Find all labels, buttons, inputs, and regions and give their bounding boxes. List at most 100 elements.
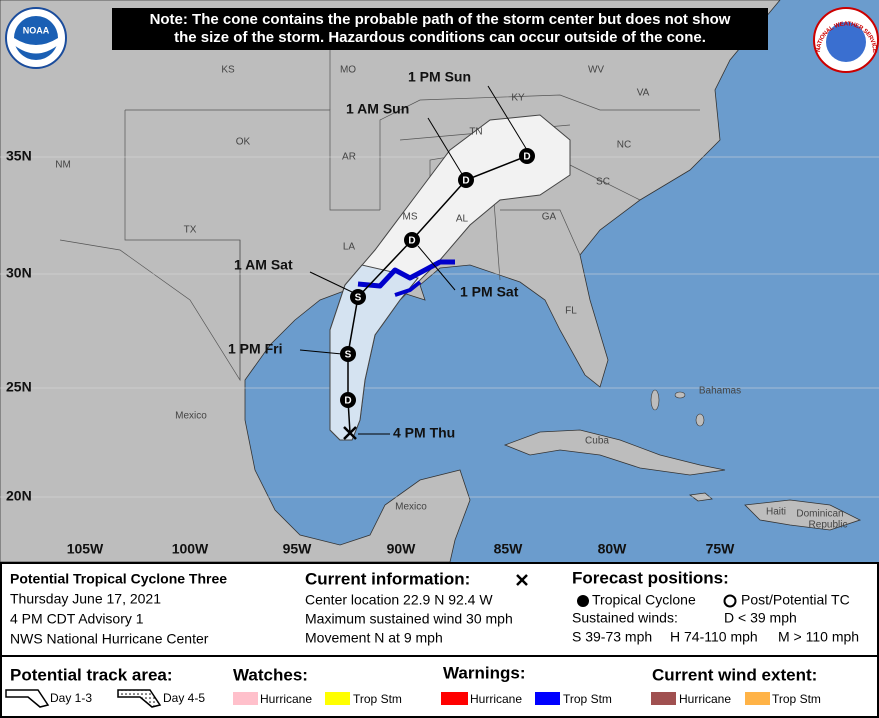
place: GA xyxy=(542,212,557,223)
leaders xyxy=(299,85,528,435)
swatch xyxy=(535,692,560,705)
info-line: Movement N at 9 mph xyxy=(305,630,443,646)
place: Bahamas xyxy=(699,386,741,397)
day13-icon xyxy=(5,689,50,708)
swatch xyxy=(325,692,350,705)
place: LA xyxy=(343,242,356,253)
time-label: 1 AM Sat xyxy=(234,257,293,273)
trop-storm-warning xyxy=(357,259,455,289)
lat-label: 20N xyxy=(6,488,32,504)
coordinates: 35N 30N 25N 20N 105W 100W 95W 90W 85W 80… xyxy=(6,148,735,557)
legend-text: Trop Stm xyxy=(353,692,402,706)
marker-letter: D xyxy=(523,152,530,163)
place: KY xyxy=(511,93,525,104)
heading: Forecast positions: xyxy=(572,568,729,587)
place: AL xyxy=(456,214,469,225)
time-label: 1 PM Sun xyxy=(408,69,471,85)
swatch xyxy=(441,692,468,705)
time-label: 1 PM Sat xyxy=(460,284,519,300)
place: Mexico xyxy=(395,502,427,513)
place: KS xyxy=(221,65,235,76)
info-line: Maximum sustained wind 30 mph xyxy=(305,611,513,627)
nws-logo: NATIONAL WEATHER SERVICE xyxy=(813,7,879,73)
ptc-icon xyxy=(723,594,737,608)
swatch xyxy=(745,692,770,705)
info-line: Center location 22.9 N 92.4 W xyxy=(305,592,493,608)
lon-label: 105W xyxy=(67,541,104,557)
legend-text: Day 4-5 xyxy=(163,691,205,705)
place: Haiti xyxy=(766,507,786,518)
legend-text: Day 1-3 xyxy=(50,691,92,705)
legend-text: Hurricane xyxy=(679,692,731,706)
place: MO xyxy=(340,65,356,76)
place: NC xyxy=(617,140,631,151)
markers: D D D S S D xyxy=(340,148,535,440)
legend-text: Hurricane xyxy=(470,692,522,706)
note-box xyxy=(112,8,768,50)
lon-label: 80W xyxy=(598,541,628,557)
x-icon xyxy=(516,574,528,586)
note: the size of the storm. Hazardous conditi… xyxy=(174,29,706,46)
tc-icon xyxy=(577,595,589,607)
lon-label: 100W xyxy=(172,541,209,557)
info-line: 4 PM CDT Advisory 1 xyxy=(10,611,144,627)
hispaniola xyxy=(744,499,862,531)
legend-text: Hurricane xyxy=(260,692,312,706)
legend-text: Sustained winds: xyxy=(572,610,678,626)
legend-text: S 39-73 mph xyxy=(572,629,652,645)
place: Republic xyxy=(809,520,848,531)
legend-text: D < 39 mph xyxy=(724,610,797,626)
lat-label: 35N xyxy=(6,148,32,164)
swatch xyxy=(651,692,676,705)
lon-label: 85W xyxy=(494,541,524,557)
note: Note: The cone contains the probable pat… xyxy=(150,11,731,28)
map: D D D S S D 1 PM Sun 1 AM Sun 1 PM Sat 1… xyxy=(0,0,879,563)
marker-letter: D xyxy=(344,396,351,407)
place: NM xyxy=(55,160,71,171)
logo-text: NOAA xyxy=(23,25,50,35)
place: FL xyxy=(565,306,577,317)
place: MS xyxy=(403,212,418,223)
heading: Current information: xyxy=(305,569,470,588)
storm-name: Potential Tropical Cyclone Three xyxy=(10,571,227,587)
place-labels: KS MO KY WV VA OK TN NC NM AR SC TX MS A… xyxy=(55,65,847,531)
heading: Potential track area: xyxy=(10,665,173,684)
time-label: 4 PM Thu xyxy=(393,425,455,441)
track-labels: 1 PM Sun 1 AM Sun 1 PM Sat 1 AM Sat 1 PM… xyxy=(228,69,519,441)
marker-letter: S xyxy=(345,350,352,361)
swatch xyxy=(233,692,258,705)
place: Cuba xyxy=(585,436,609,447)
place: Mexico xyxy=(175,411,207,422)
noaa-logo: NOAA xyxy=(5,7,67,69)
heading: Warnings: xyxy=(443,663,525,682)
lon-label: 90W xyxy=(387,541,417,557)
info-line: Thursday June 17, 2021 xyxy=(10,591,161,607)
trop-storm-warning xyxy=(394,280,422,297)
lon-label: 95W xyxy=(283,541,313,557)
marker-letter: S xyxy=(355,293,362,304)
info-line: NWS National Hurricane Center xyxy=(10,631,209,647)
graticule xyxy=(0,156,879,498)
legend-text: Trop Stm xyxy=(563,692,612,706)
lat-label: 30N xyxy=(6,265,32,281)
place: WV xyxy=(588,65,604,76)
heading: Current wind extent: xyxy=(652,665,817,684)
marker-letter: D xyxy=(408,236,415,247)
time-label: 1 PM Fri xyxy=(228,341,282,357)
legend-text: Trop Stm xyxy=(772,692,821,706)
lon-label: 75W xyxy=(706,541,736,557)
legend-panel: Potential Tropical Cyclone Three Thursda… xyxy=(0,562,879,718)
day45-icon xyxy=(117,689,162,708)
legend-text: Post/Potential TC xyxy=(741,592,850,608)
place: Dominican xyxy=(796,509,843,520)
place: OK xyxy=(236,137,251,148)
legend-text: H 74-110 mph xyxy=(670,629,758,645)
place: SC xyxy=(596,177,610,188)
legend-text: Tropical Cyclone xyxy=(592,592,696,608)
place: AR xyxy=(342,152,356,163)
bahamas xyxy=(650,389,705,427)
place: TN xyxy=(469,127,482,138)
legend-text: M > 110 mph xyxy=(778,629,859,645)
cuba xyxy=(503,429,726,476)
marker-letter: D xyxy=(462,176,469,187)
